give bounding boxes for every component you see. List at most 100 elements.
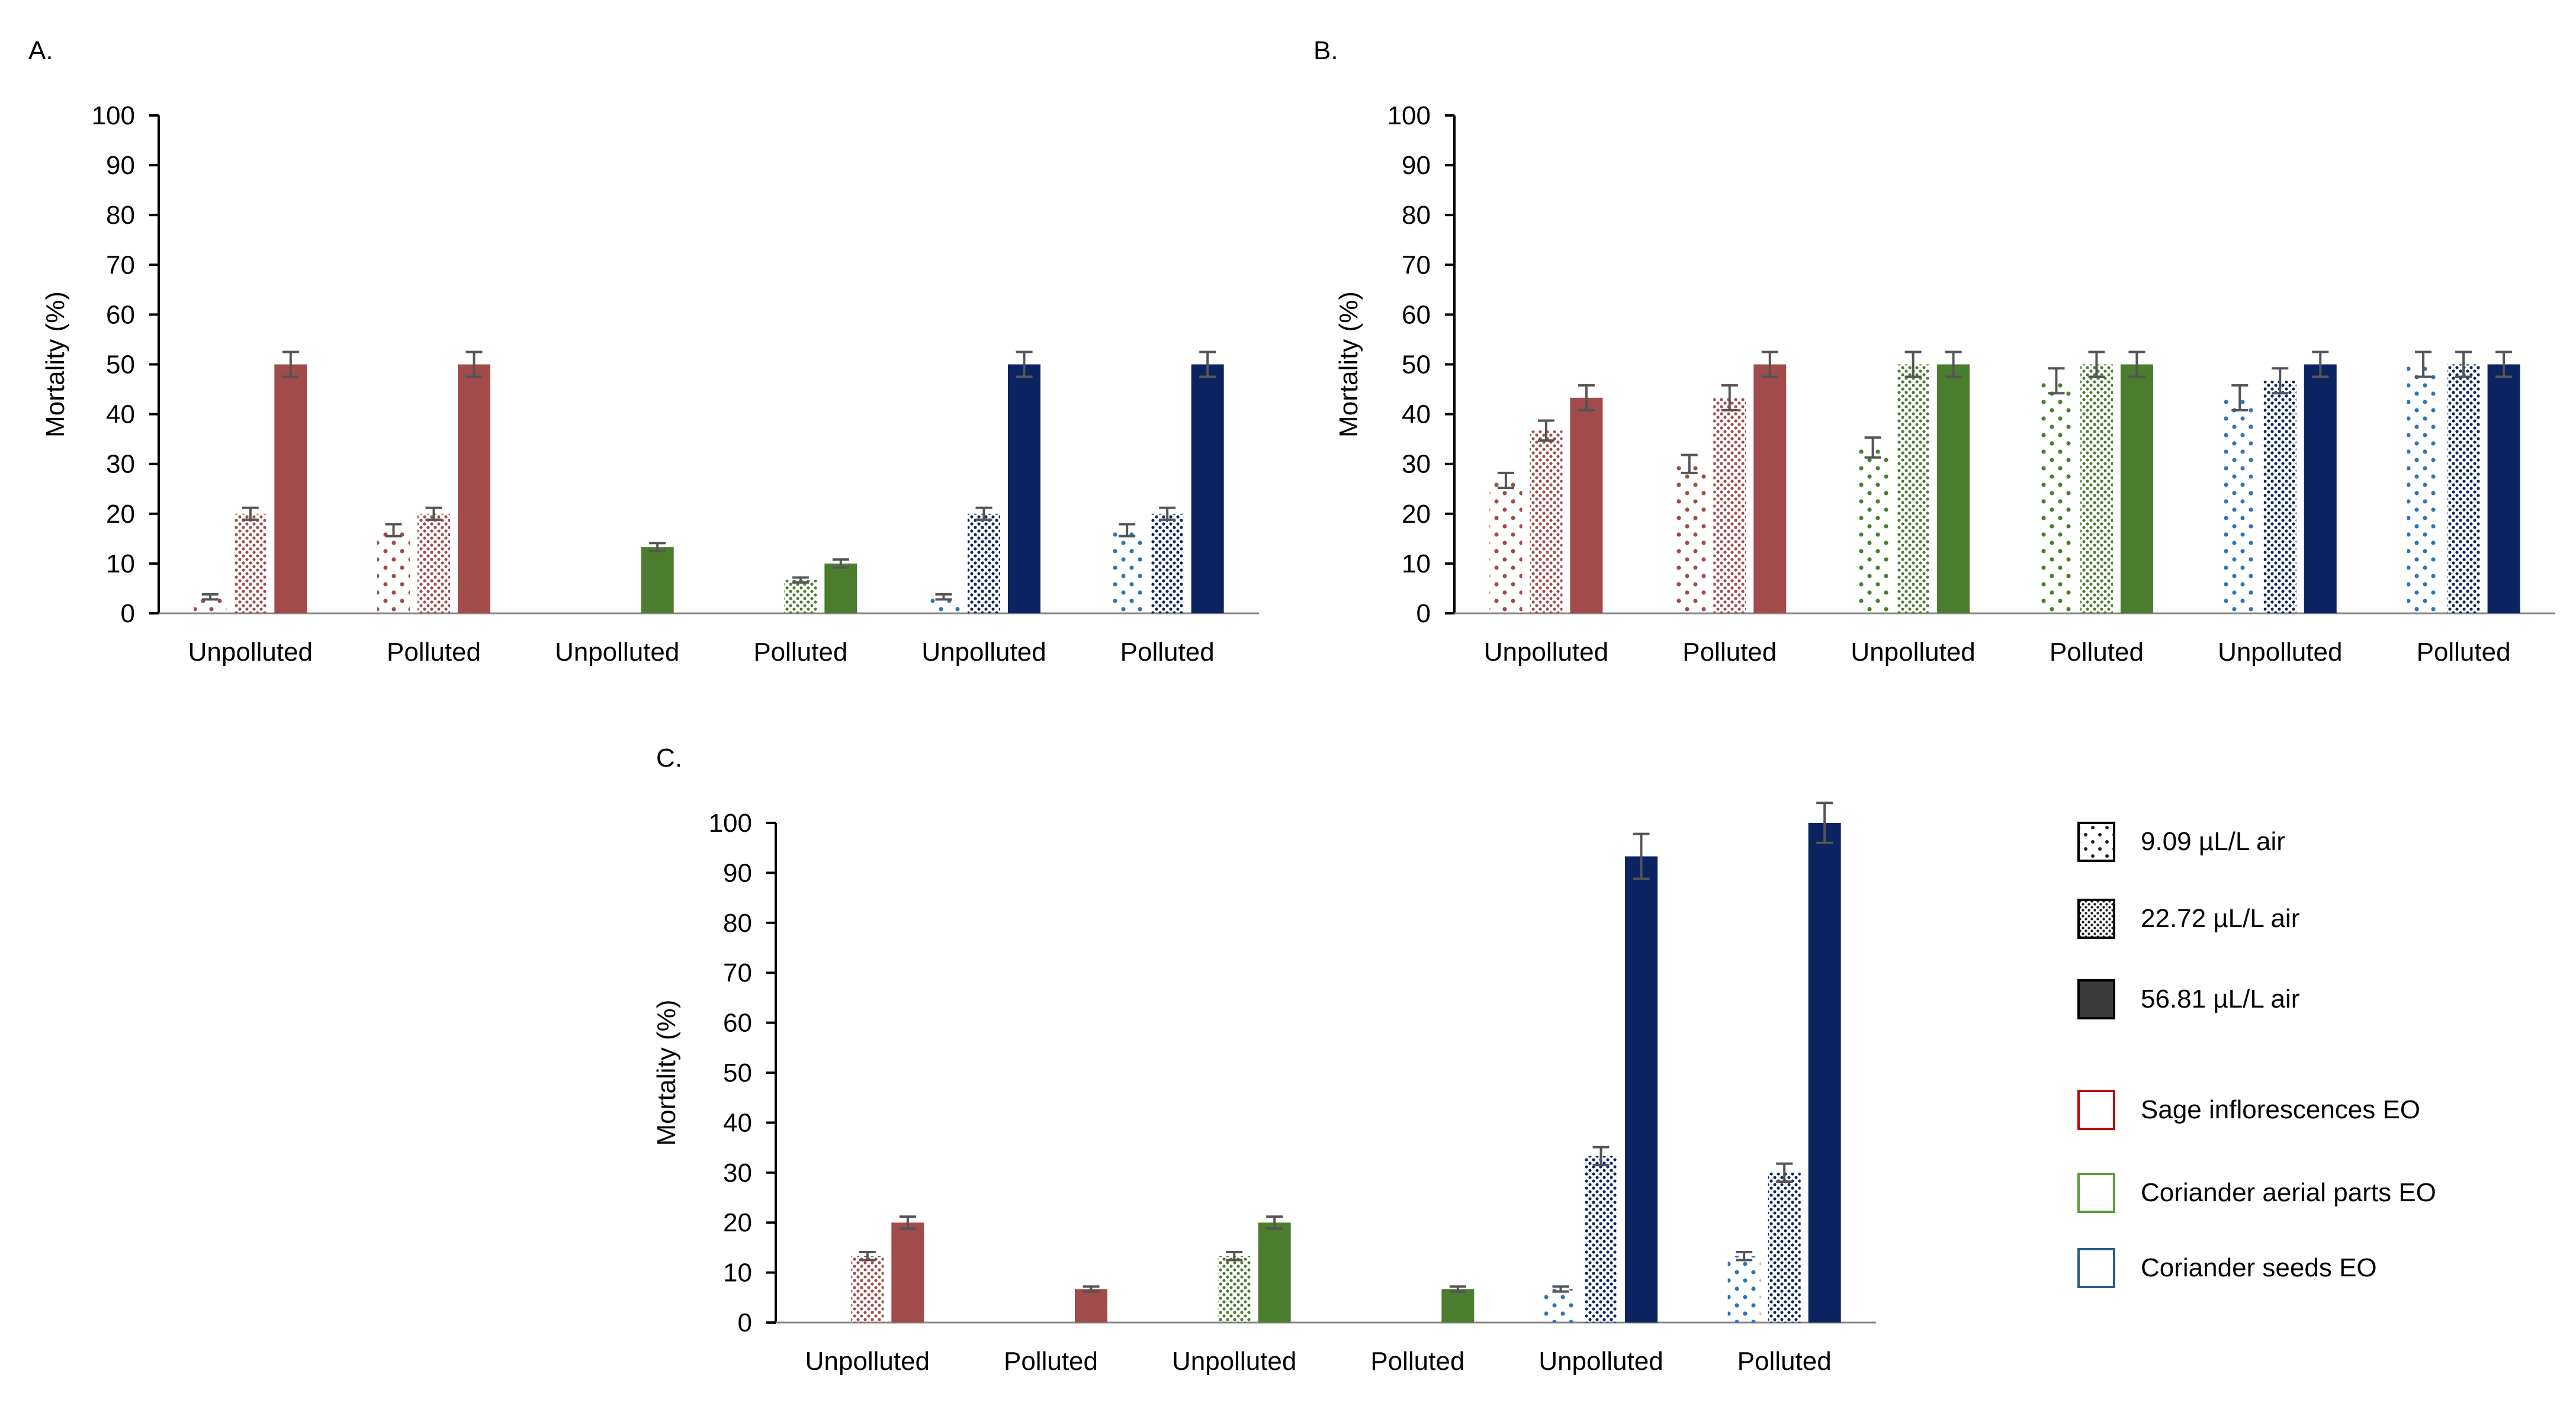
bar (891, 1222, 924, 1323)
legend-label-coriander-seeds: Coriander seeds EO (2141, 1253, 2377, 1282)
y-tick-label: 90 (106, 151, 135, 180)
bar (2407, 364, 2440, 613)
bar (458, 364, 490, 613)
category-label: Unpolluted (188, 638, 313, 667)
category-label: Unpolluted (1538, 1347, 1663, 1376)
y-axis-title: Mortality (%) (652, 1000, 681, 1146)
legend-item-conc-3: 56.81 µL/L air (2077, 979, 2299, 1019)
bar (2487, 364, 2520, 613)
legend-label-sage: Sage inflorescences EO (2141, 1095, 2420, 1124)
legend-label-conc-2: 22.72 µL/L air (2141, 904, 2299, 933)
bar (1191, 364, 1224, 613)
panel-label: C. (656, 744, 682, 773)
bar (851, 1256, 884, 1323)
panel-label: B. (1313, 36, 1338, 65)
legend-swatch-coriander-aerial (2077, 1173, 2115, 1213)
y-tick-label: 30 (1402, 450, 1431, 479)
y-tick-label: 80 (1402, 201, 1431, 230)
legend-swatch-sparse-dots (2077, 822, 2115, 862)
category-label: Polluted (753, 638, 847, 667)
bar (1110, 530, 1144, 613)
category-label: Polluted (2050, 638, 2144, 667)
y-tick-label: 30 (723, 1159, 752, 1188)
legend-swatch-sage (2077, 1090, 2115, 1130)
bar (1768, 1172, 1801, 1323)
bar (968, 513, 1000, 613)
category-label: Unpolluted (2218, 638, 2342, 667)
bar (377, 530, 410, 613)
category-label: Polluted (1737, 1347, 1832, 1376)
bar (1713, 397, 1746, 613)
bar (784, 580, 817, 613)
bar (1530, 430, 1563, 613)
y-tick-label: 10 (723, 1259, 752, 1288)
y-tick-label: 70 (106, 250, 135, 279)
bar (1937, 364, 1970, 613)
y-tick-label: 60 (106, 300, 135, 329)
bar (2080, 364, 2113, 613)
y-tick-label: 40 (723, 1108, 752, 1137)
legend-label-coriander-aerial: Coriander aerial parts EO (2141, 1178, 2436, 1207)
legend-item-oil-sage: Sage inflorescences EO (2077, 1090, 2420, 1130)
bar (1897, 364, 1930, 613)
y-tick-label: 80 (106, 201, 135, 230)
bar (1075, 1289, 1107, 1323)
legend-swatch-dense-dots (2077, 899, 2115, 939)
legend-label-conc-3: 56.81 µL/L air (2141, 984, 2299, 1014)
bar (274, 364, 307, 613)
bar (2223, 397, 2256, 613)
y-tick-label: 90 (1402, 151, 1431, 180)
y-tick-label: 100 (709, 809, 752, 838)
legend: 9.09 µL/L air 22.72 µL/L air 56.81 µL/L … (2077, 822, 2436, 1288)
category-label: Unpolluted (1484, 638, 1608, 667)
bar (1218, 1256, 1251, 1323)
y-tick-label: 80 (723, 909, 752, 938)
bar (2120, 364, 2153, 613)
bar (1856, 447, 1890, 613)
category-label: Polluted (1370, 1347, 1464, 1376)
bar (2263, 381, 2296, 613)
bar (1544, 1289, 1577, 1323)
y-tick-label: 20 (723, 1208, 752, 1237)
bar (1727, 1256, 1761, 1323)
y-tick-label: 100 (92, 101, 135, 130)
bar (2039, 381, 2073, 613)
y-tick-label: 40 (106, 400, 135, 429)
bar (1441, 1289, 1475, 1323)
y-tick-label: 50 (106, 350, 135, 379)
bar (1489, 480, 1523, 613)
y-tick-label: 0 (738, 1308, 752, 1337)
category-label: Unpolluted (805, 1347, 930, 1376)
bar (417, 513, 450, 613)
bar (1008, 364, 1040, 613)
bar (2447, 364, 2480, 613)
legend-swatch-coriander-seeds (2077, 1248, 2115, 1288)
bar (234, 513, 267, 613)
category-label: Unpolluted (555, 638, 679, 667)
bar (1808, 823, 1841, 1323)
y-tick-label: 10 (106, 549, 135, 578)
bar (1625, 856, 1658, 1323)
y-axis-title: Mortality (%) (41, 291, 70, 437)
y-tick-label: 50 (1402, 350, 1431, 379)
bar (1570, 397, 1603, 613)
y-tick-label: 10 (1402, 549, 1431, 578)
panel-a: A. Mortality (%) 0 10 20 30 40 50 60 70 80 90 100 Unp… (28, 36, 1259, 667)
legend-item-conc-1: 9.09 µL/L air (2077, 822, 2285, 862)
y-tick-label: 60 (723, 1009, 752, 1038)
y-tick-label: 50 (723, 1058, 752, 1088)
y-tick-label: 0 (121, 599, 135, 628)
y-tick-label: 70 (1402, 250, 1431, 279)
y-tick-label: 40 (1402, 400, 1431, 429)
y-tick-label: 0 (1417, 599, 1431, 628)
category-label: Unpolluted (1172, 1347, 1296, 1376)
bar (1585, 1156, 1617, 1323)
category-label: Polluted (1004, 1347, 1098, 1376)
bar (641, 547, 674, 613)
category-label: Polluted (2417, 638, 2511, 667)
category-label: Polluted (387, 638, 481, 667)
panel-b: B. Mortality (%) 0 10 20 30 40 50 60 70 80 90 100 Unp… (1313, 36, 2555, 667)
category-label: Polluted (1682, 638, 1777, 667)
bar (824, 563, 857, 613)
y-tick-label: 20 (106, 500, 135, 529)
